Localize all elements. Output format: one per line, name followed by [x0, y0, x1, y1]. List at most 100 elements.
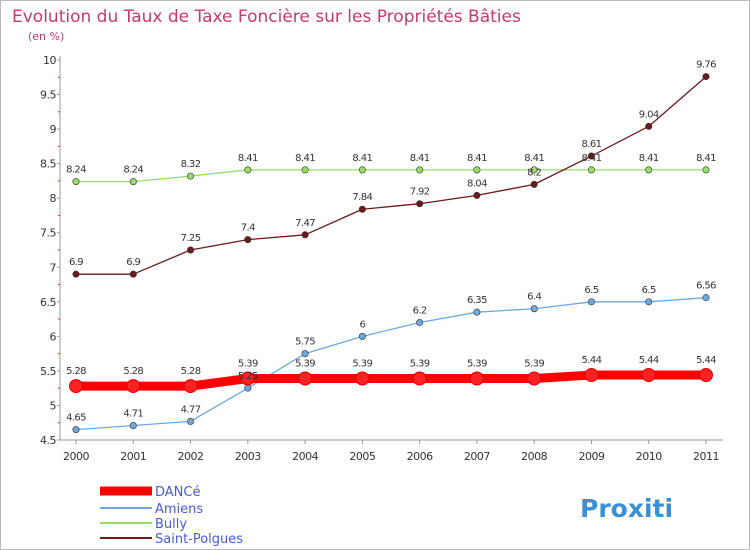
y-tick-label: 9	[50, 123, 57, 136]
data-label: 7.47	[295, 218, 315, 229]
data-label: 5.25	[238, 371, 258, 382]
data-point	[244, 236, 252, 244]
data-point	[645, 166, 653, 174]
x-tick-label: 2010	[636, 450, 662, 463]
data-point	[244, 384, 252, 392]
legend-label: Amiens	[155, 502, 203, 517]
data-label: 8.24	[123, 165, 143, 176]
data-label: 5.28	[181, 366, 201, 377]
data-label: 8.41	[410, 153, 430, 164]
x-tick-label: 2005	[349, 450, 375, 463]
y-tick-label: 4.5	[40, 434, 56, 447]
x-tick-label: 2007	[464, 450, 490, 463]
data-label: 8.24	[66, 165, 86, 176]
data-label: 4.65	[66, 413, 86, 424]
y-tick-label: 6.5	[40, 296, 56, 309]
data-point	[126, 379, 141, 394]
data-point	[301, 350, 309, 358]
data-label: 6.9	[126, 257, 140, 268]
data-label: 5.39	[524, 359, 544, 370]
data-label: 8.41	[696, 153, 716, 164]
x-tick-label: 2008	[521, 450, 547, 463]
data-label: 5.39	[238, 359, 258, 370]
x-tick-label: 2000	[63, 450, 89, 463]
data-point	[187, 417, 195, 425]
data-point	[699, 368, 713, 383]
y-tick-label: 5	[50, 399, 57, 412]
y-tick-label: 8	[50, 192, 57, 205]
series-line-amiens	[75, 297, 707, 431]
data-label: 5.39	[467, 359, 487, 370]
data-point	[298, 371, 313, 386]
x-tick-label: 2001	[120, 450, 146, 463]
data-label: 7.84	[352, 192, 372, 203]
y-tick-label: 7	[50, 261, 57, 274]
data-label: 8.41	[295, 153, 315, 164]
data-point	[416, 200, 424, 208]
data-point	[72, 270, 80, 278]
data-label: 9.76	[696, 60, 716, 71]
data-point	[645, 122, 653, 130]
data-point	[301, 166, 309, 174]
data-label: 7.25	[181, 233, 201, 244]
y-tick-label: 5.5	[40, 365, 56, 378]
logo-text: Proxiti	[580, 494, 673, 523]
data-point	[129, 270, 137, 278]
x-tick-label: 2004	[292, 450, 318, 463]
data-point	[358, 332, 366, 340]
y-tick-label: 7.5	[40, 227, 56, 240]
data-point	[244, 166, 252, 174]
series-line-bully	[75, 169, 707, 183]
data-label: 7.92	[410, 187, 430, 198]
data-label: 7.4	[241, 223, 255, 234]
data-label: 6.9	[69, 257, 83, 268]
data-point	[587, 166, 595, 174]
data-label: 8.41	[582, 153, 602, 164]
data-point	[240, 371, 255, 386]
legend-label: DANCé	[155, 485, 200, 500]
data-point	[72, 426, 80, 434]
data-label: 5.28	[66, 366, 86, 377]
chart-title: Evolution du Taux de Taxe Foncière sur l…	[12, 7, 521, 27]
proxiti-logo: Proxiti	[580, 494, 673, 523]
data-point	[72, 178, 80, 186]
series-line-saint-polgues	[75, 75, 707, 275]
chart-subtitle: (en %)	[28, 30, 64, 43]
data-point	[412, 371, 427, 386]
data-point	[530, 305, 538, 313]
data-point	[416, 166, 424, 174]
data-point	[301, 231, 309, 239]
data-label: 6.56	[696, 281, 716, 292]
data-point	[473, 166, 481, 174]
data-point	[584, 368, 599, 383]
data-label: 8.41	[524, 153, 544, 164]
data-label: 6.5	[642, 285, 656, 296]
data-labels: 5.28 5.28 5.28 5.39 5.39 5.39 5.39 5.39 5.39 5.44…	[66, 60, 717, 424]
data-point	[702, 294, 710, 302]
data-label: 5.75	[295, 337, 315, 348]
data-point	[702, 73, 710, 81]
data-point	[587, 298, 595, 306]
data-point	[69, 379, 83, 394]
data-point	[473, 191, 481, 199]
data-label: 8.41	[238, 153, 258, 164]
x-tick-label: 2006	[407, 450, 433, 463]
data-label: 5.39	[410, 359, 430, 370]
data-label: 5.44	[639, 355, 659, 366]
data-label: 6	[359, 319, 365, 330]
legend-label: Saint-Polgues	[155, 532, 243, 547]
data-point	[358, 166, 366, 174]
data-label: 8.61	[582, 139, 602, 150]
x-tick-label: 2003	[235, 450, 261, 463]
y-tick-label: 10	[43, 54, 56, 67]
data-label: 8.41	[467, 153, 487, 164]
data-label: 5.39	[295, 359, 315, 370]
axes: 4.5 5 5.5 6 6.5 7 7.5 8 8.5 9 9.5 10 2000 2001 2002 200…	[40, 54, 723, 463]
data-point	[358, 205, 366, 213]
x-tick-label: 2009	[578, 450, 604, 463]
data-label: 6.2	[413, 306, 427, 317]
data-label: 9.04	[639, 109, 659, 120]
series-layer	[69, 73, 713, 434]
legend-label: Bully	[155, 517, 187, 532]
